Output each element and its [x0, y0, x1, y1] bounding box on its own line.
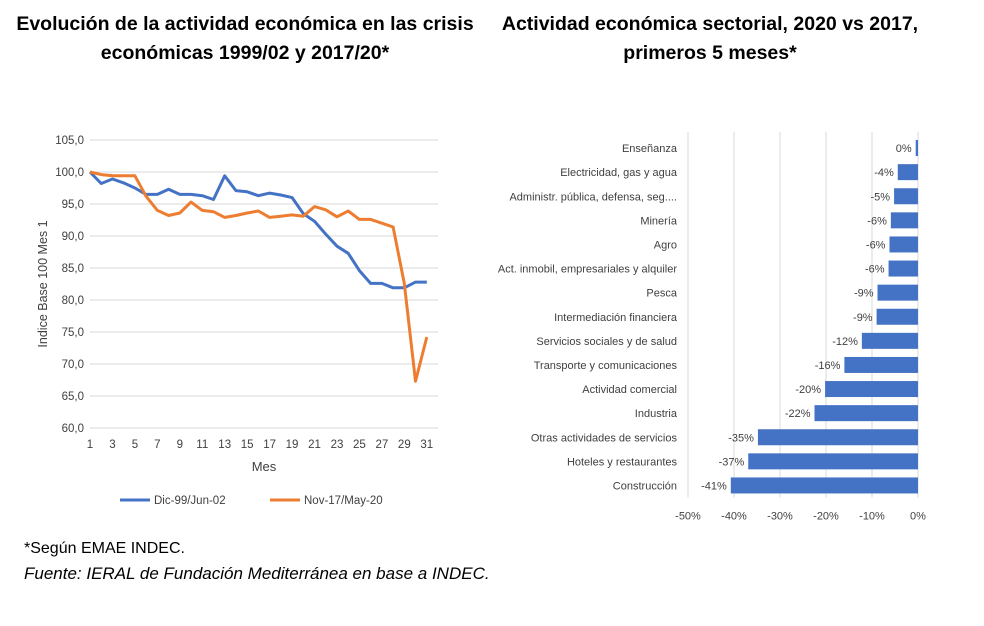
line-chart-svg: 60,0 65,0 70,0 75,0 80,0 85,0 90,0 95,0 100,0 105… — [36, 135, 438, 507]
category-label: Administr. pública, defensa, seg.... — [509, 191, 677, 203]
data-label: -22% — [785, 408, 811, 420]
x-tick-label: -10% — [859, 511, 885, 523]
data-label: -5% — [871, 191, 891, 203]
y-tick-label: 90,0 — [62, 231, 84, 243]
bar — [814, 405, 918, 422]
category-label: Transporte y comunicaciones — [534, 360, 678, 372]
bar — [876, 308, 918, 325]
category-label: Construcción — [613, 480, 677, 492]
bar — [844, 356, 918, 373]
x-tick-label: 11 — [196, 439, 208, 451]
x-tick-label: 23 — [331, 439, 344, 451]
x-tick-label: 17 — [263, 439, 276, 451]
bar-chart-svg: -50% -40% -30% -20% -10% 0% Enseñanza 0% Electri… — [498, 132, 926, 523]
bar — [890, 212, 918, 229]
bar — [877, 284, 918, 301]
x-tick-label: 13 — [218, 439, 231, 451]
source-note: Fuente: IERAL de Fundación Mediterránea … — [24, 564, 490, 583]
bar — [861, 332, 918, 349]
data-label: -9% — [853, 312, 873, 324]
x-tick-label: 3 — [109, 439, 115, 451]
y-tick-label: 80,0 — [62, 295, 84, 307]
x-axis-label: Mes — [252, 459, 277, 474]
category-label: Industria — [635, 408, 678, 420]
series-line — [88, 170, 427, 290]
x-tick-label: -30% — [767, 511, 793, 523]
x-tick-label: 0% — [910, 511, 926, 523]
data-label: -20% — [795, 384, 821, 396]
y-tick-label: 100,0 — [55, 167, 84, 179]
x-tick-label: 15 — [241, 439, 254, 451]
data-label: -9% — [854, 288, 874, 300]
footnote: *Según EMAE INDEC. — [24, 540, 185, 557]
y-tick-label: 65,0 — [62, 391, 84, 403]
x-tick-label: 27 — [375, 439, 388, 451]
data-label: 0% — [896, 143, 912, 155]
data-label: -37% — [719, 456, 745, 468]
data-label: -6% — [866, 239, 886, 251]
left-chart-title: Evolución de la actividad económica en l… — [16, 13, 474, 64]
legend-label: Dic-99/Jun-02 — [154, 495, 226, 507]
category-label: Enseñanza — [622, 143, 678, 155]
bar — [915, 140, 918, 157]
y-tick-label: 75,0 — [62, 327, 84, 339]
series-line — [89, 170, 429, 383]
right-chart-title: Actividad económica sectorial, 2020 vs 2… — [501, 13, 919, 64]
bar — [897, 164, 918, 181]
x-tick-label: 29 — [398, 439, 411, 451]
y-tick-label: 60,0 — [62, 423, 84, 435]
bar — [730, 477, 918, 494]
x-tick-label: 1 — [87, 439, 93, 451]
bar — [825, 381, 918, 398]
data-label: -12% — [832, 336, 858, 348]
bar — [888, 260, 918, 277]
data-label: -16% — [815, 360, 841, 372]
category-label: Act. inmobil, empresariales y alquiler — [498, 264, 677, 276]
bar — [894, 188, 918, 205]
y-tick-label: 105,0 — [55, 135, 84, 147]
line-chart: 60,0 65,0 70,0 75,0 80,0 85,0 90,0 95,0 100,0 105… — [30, 110, 470, 530]
x-tick-label: 7 — [154, 439, 160, 451]
legend-label: Nov-17/May-20 — [304, 495, 383, 507]
category-label: Servicios sociales y de salud — [536, 336, 677, 348]
y-tick-label: 95,0 — [62, 199, 84, 211]
y-tick-label: 70,0 — [62, 359, 84, 371]
x-tick-label: 21 — [308, 439, 321, 451]
data-label: -41% — [701, 480, 727, 492]
category-label: Hoteles y restaurantes — [567, 456, 678, 468]
x-tick-label: 25 — [353, 439, 366, 451]
bar — [757, 429, 918, 446]
x-tick-label: 9 — [177, 439, 183, 451]
bar — [889, 236, 918, 253]
category-label: Pesca — [646, 288, 677, 300]
category-label: Agro — [654, 239, 677, 251]
data-label: -35% — [728, 432, 754, 444]
x-tick-label: 5 — [132, 439, 138, 451]
x-tick-label: -20% — [813, 511, 839, 523]
x-tick-label: 19 — [286, 439, 299, 451]
data-label: -4% — [874, 167, 894, 179]
category-label: Otras actividades de servicios — [531, 432, 678, 444]
y-axis-label: Indice Base 100 Mes 1 — [36, 220, 50, 347]
x-tick-label: -50% — [675, 511, 701, 523]
data-label: -6% — [865, 264, 885, 276]
category-label: Electricidad, gas y agua — [560, 167, 678, 179]
x-tick-label: -40% — [721, 511, 747, 523]
category-label: Intermediación financiera — [554, 312, 678, 324]
bar-chart: -50% -40% -30% -20% -10% 0% Enseñanza 0% Electri… — [470, 120, 970, 530]
bar — [748, 453, 918, 470]
y-tick-label: 85,0 — [62, 263, 84, 275]
category-label: Minería — [640, 215, 678, 227]
data-label: -6% — [867, 215, 887, 227]
category-label: Actividad comercial — [582, 384, 677, 396]
x-tick-label: 31 — [420, 439, 433, 451]
